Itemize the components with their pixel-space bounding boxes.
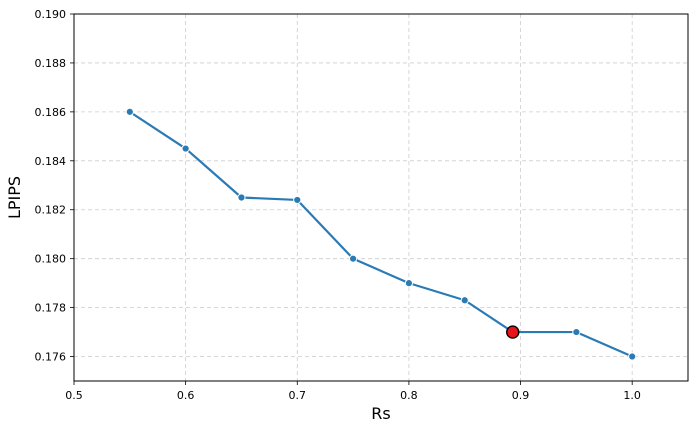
data-point — [348, 254, 358, 263]
y-tick-label: 0.186 — [35, 106, 67, 119]
y-tick-label: 0.188 — [35, 57, 67, 70]
x-tick-label: 0.6 — [177, 389, 195, 402]
plot-frame — [73, 13, 689, 382]
x-tick-label: 0.9 — [512, 389, 530, 402]
data-point — [293, 195, 302, 205]
x-tick-label: 0.8 — [400, 389, 418, 402]
y-tick-label: 0.190 — [35, 8, 67, 21]
data-point — [181, 144, 190, 153]
data-point — [125, 107, 134, 116]
data-point — [572, 327, 581, 337]
x-tick-label: 1.0 — [623, 389, 641, 402]
y-tick-label: 0.184 — [35, 155, 67, 168]
y-tick-label: 0.178 — [35, 302, 67, 315]
x-axis-label: Rs — [371, 404, 390, 423]
tick-labels: 0.5 0.6 0.7 0.8 0.9 1.0 0.176 0.178 0.180 0.182 0.… — [35, 8, 641, 402]
series-group — [125, 107, 637, 361]
axes — [70, 13, 689, 385]
y-axis-label: LPIPS — [5, 176, 24, 219]
x-tick-label: 0.5 — [65, 389, 83, 402]
data-point — [628, 352, 637, 361]
y-tick-label: 0.176 — [35, 351, 67, 364]
data-point — [404, 279, 414, 288]
data-point — [237, 193, 246, 202]
y-tick-label: 0.180 — [35, 253, 67, 266]
grid — [73, 13, 688, 381]
highlight-point — [506, 325, 520, 339]
x-tick-label: 0.7 — [289, 389, 307, 402]
y-tick-label: 0.182 — [35, 204, 67, 217]
data-point — [460, 296, 469, 305]
series-line — [129, 110, 633, 358]
